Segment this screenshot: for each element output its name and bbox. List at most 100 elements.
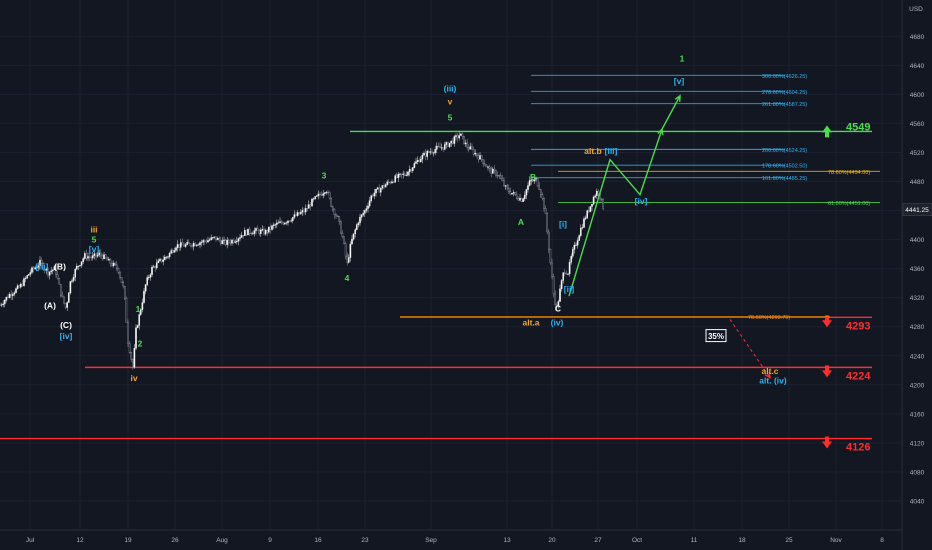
candle-body	[506, 185, 509, 189]
candle-body	[348, 257, 350, 263]
candle-body	[66, 302, 68, 308]
candle-body	[125, 298, 128, 323]
candle-body	[167, 256, 169, 258]
candle-body	[383, 185, 385, 188]
candle-body	[63, 296, 65, 304]
currency-label: USD	[909, 6, 923, 13]
wave-label: [iv]	[635, 196, 648, 206]
candle-body	[394, 175, 397, 183]
candle-body	[10, 293, 13, 296]
x-tick-label: 11	[691, 537, 698, 544]
candle-body	[143, 290, 145, 303]
candle-body	[74, 268, 76, 278]
candle-body	[554, 293, 556, 306]
candle-body	[400, 173, 403, 175]
x-tick-label: 20	[548, 537, 556, 544]
x-tick-label: 27	[594, 537, 602, 544]
y-tick-label: 4040	[910, 498, 925, 505]
level-label: 4549	[846, 121, 870, 133]
candle-body	[343, 236, 345, 244]
candle-body	[23, 278, 25, 286]
candle-body	[31, 267, 33, 273]
candle-body	[263, 229, 265, 235]
candle-body	[335, 214, 337, 217]
wave-label: 1	[680, 54, 685, 64]
candle-body	[567, 273, 569, 275]
wave-label: alt. (iv)	[759, 375, 787, 385]
candle-body	[581, 227, 584, 229]
wave-label: C	[555, 303, 561, 313]
candle-body	[589, 206, 592, 212]
candle-body	[141, 302, 144, 310]
x-tick-label: Aug	[216, 537, 228, 544]
candle-body	[72, 277, 75, 281]
candle-body	[304, 208, 307, 213]
x-tick-label: 19	[124, 537, 132, 544]
candle-body	[111, 263, 113, 267]
candle-body	[426, 150, 429, 157]
y-tick-label: 4240	[910, 353, 925, 360]
candle-body	[586, 210, 588, 219]
candle-body	[530, 180, 532, 182]
candle-body	[288, 220, 291, 222]
candle-body	[77, 265, 80, 267]
candle-body	[375, 188, 377, 194]
candle-body	[183, 244, 185, 247]
candle-body	[37, 265, 40, 268]
candle-body	[519, 198, 521, 201]
candle-body	[135, 327, 137, 349]
candle-body	[580, 227, 582, 236]
wave-label: [v]	[674, 76, 685, 86]
wave-label: iii	[90, 224, 97, 234]
candle-body	[354, 229, 357, 234]
candle-body	[508, 187, 510, 192]
candle-body	[157, 260, 160, 263]
candle-body	[415, 161, 417, 164]
candle-body	[551, 262, 553, 277]
candle-body	[39, 259, 41, 266]
candle-body	[175, 247, 177, 251]
wave-label: B	[530, 172, 536, 182]
candle-body	[386, 181, 389, 185]
candle-body	[28, 274, 30, 276]
candle-body	[226, 239, 229, 245]
candle-body	[340, 221, 342, 234]
candle-body	[202, 240, 205, 243]
probability-badge	[705, 329, 727, 343]
candle-body	[243, 230, 246, 236]
candle-body	[460, 133, 462, 136]
candle-body	[274, 224, 277, 226]
candle-body	[308, 204, 310, 209]
candle-body	[319, 193, 321, 195]
candle-body	[195, 244, 198, 246]
fib-label: 178.60%(4502.50)	[762, 164, 807, 170]
candle-body	[248, 228, 251, 234]
candle-body	[352, 233, 355, 240]
x-tick-label: Oct	[632, 537, 642, 544]
wave-label: [iv]	[60, 331, 73, 341]
candle-body	[543, 198, 545, 209]
candle-body	[338, 216, 341, 222]
y-tick-label: 4560	[910, 121, 925, 128]
candle-body	[317, 193, 320, 196]
candle-body	[211, 237, 214, 239]
wave-label: alt.c	[761, 366, 778, 376]
candle-body	[90, 257, 92, 259]
fib-label: 78.60%(4494.00)	[828, 170, 870, 176]
candle-body	[511, 193, 513, 195]
candle-body	[442, 147, 445, 150]
candle-body	[45, 268, 48, 271]
candle-body	[210, 237, 213, 240]
candle-body	[408, 169, 411, 173]
candle-body	[396, 175, 398, 178]
candle-body	[133, 348, 136, 368]
candle-body	[231, 239, 233, 244]
candle-body	[221, 240, 224, 245]
candle-body	[271, 225, 273, 230]
candle-body	[237, 238, 240, 242]
candle-body	[490, 168, 493, 174]
candle-body	[404, 173, 406, 176]
candle-body	[416, 159, 419, 162]
candle-body	[479, 155, 481, 160]
